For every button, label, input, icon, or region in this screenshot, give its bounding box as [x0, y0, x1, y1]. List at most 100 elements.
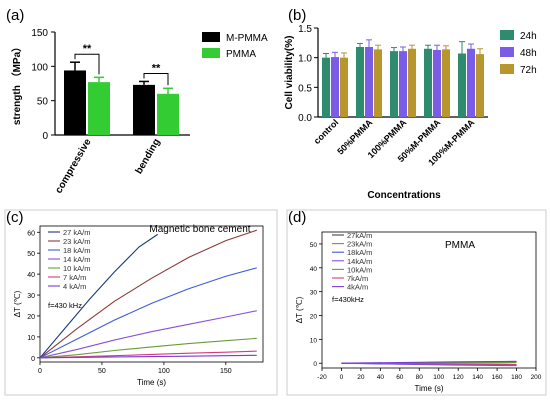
- legend-swatch: [500, 47, 514, 57]
- panel-label-c: (c): [6, 209, 24, 226]
- y-axis-label: strength （MPa）: [10, 42, 23, 125]
- chart-title: Magnetic bone cement: [149, 224, 250, 235]
- legend-label: 23kA/m: [347, 240, 372, 249]
- y-axis-label: ΔT (℃): [13, 290, 22, 317]
- y-tick-label: 150: [31, 28, 48, 39]
- legend-label: 7kA/m: [347, 274, 368, 283]
- x-tick-label: 0: [340, 374, 344, 381]
- bar-48h: [399, 51, 407, 117]
- significance-bracket: [143, 72, 169, 86]
- y-tick-label: 50: [37, 97, 49, 108]
- legend-label: 14 kA/m: [63, 255, 91, 264]
- panel-label-a: (a): [6, 7, 24, 24]
- legend-label: 10kA/m: [347, 265, 372, 274]
- y-tick-label: 20: [27, 314, 35, 321]
- bar-48h: [331, 57, 339, 117]
- bar-72h: [408, 48, 416, 118]
- significance-label: **: [152, 62, 161, 74]
- x-axis-label: Concentrations: [367, 190, 441, 201]
- y-tick-label: 10: [310, 337, 318, 344]
- legend-label: 4kA/m: [347, 283, 368, 292]
- x-tick-label: 80: [416, 374, 424, 381]
- y-tick-label: 1.0: [298, 54, 312, 65]
- x-tick-label: 20: [357, 374, 365, 381]
- frequency-note: f=430kHz: [332, 295, 364, 304]
- legend-label: PMMA: [226, 49, 256, 60]
- legend-swatch: [500, 30, 514, 40]
- panel-d-frame: [286, 209, 547, 396]
- y-tick-label: 0.5: [298, 83, 312, 94]
- y-tick-label: 60: [27, 230, 35, 237]
- bar-24h: [390, 51, 398, 117]
- bar-pmma: [88, 82, 110, 135]
- bar-48h: [467, 48, 475, 118]
- bar-pmma: [157, 93, 179, 135]
- frequency-note: f=430 kHz: [48, 301, 82, 310]
- x-tick-label: 100: [158, 368, 170, 375]
- y-tick-label: 1.5: [298, 24, 312, 35]
- panel-label-d: (d): [288, 209, 306, 226]
- series-line: [39, 233, 159, 359]
- x-tick-label: 0: [38, 368, 42, 375]
- bar-24h: [424, 48, 432, 118]
- legend-swatch: [202, 48, 220, 58]
- y-tick-label: 50: [27, 251, 35, 258]
- bar-72h: [476, 54, 484, 117]
- legend-label: 18 kA/m: [63, 246, 91, 255]
- series-line: [341, 360, 517, 364]
- legend-label: 27 kA/m: [63, 228, 91, 237]
- legend-label: 23 kA/m: [63, 237, 91, 246]
- series-line: [39, 337, 257, 359]
- y-tick-label: 10: [27, 335, 35, 342]
- y-tick-label: 0.0: [298, 113, 312, 124]
- series-line: [39, 354, 257, 359]
- legend-swatch: [500, 64, 514, 74]
- y-tick-label: 0: [31, 356, 35, 363]
- legend-label: M-PMMA: [226, 33, 268, 44]
- x-tick-label: 160: [492, 374, 503, 381]
- y-tick-label: 100: [31, 62, 48, 73]
- y-tick-label: 40: [310, 266, 318, 273]
- bar-48h: [433, 49, 441, 117]
- y-tick-label: 50: [310, 242, 318, 249]
- x-tick-label: bending: [134, 137, 163, 176]
- legend-label: 72h: [520, 65, 537, 76]
- bar-24h: [322, 57, 330, 117]
- significance-label: **: [83, 43, 92, 55]
- y-tick-label: 30: [27, 293, 35, 300]
- legend-label: 4 kA/m: [63, 282, 86, 291]
- bar-48h: [365, 46, 373, 118]
- plot-frame: [39, 225, 264, 363]
- series-line: [39, 267, 257, 359]
- x-tick-label: 120: [453, 374, 464, 381]
- chart-c: 0 10 20 30 40 50 60 0 50 100 150 Time (s) ΔT (℃) Magn…: [13, 224, 264, 387]
- y-tick-label: 0: [313, 361, 317, 368]
- y-axis-label: ΔT (℃): [295, 296, 304, 323]
- legend-label: 7 kA/m: [63, 273, 86, 282]
- x-tick-label: 60: [396, 374, 404, 381]
- chart-a: 0 50 100 150 strength （MPa） compressive bendin…: [10, 28, 268, 195]
- x-tick-label: 40: [377, 374, 385, 381]
- x-tick-label: 50: [98, 368, 106, 375]
- legend-swatch: [202, 32, 220, 42]
- series-line: [39, 229, 257, 359]
- panel-label-b: (b): [288, 7, 306, 24]
- x-axis-label: Time (s): [137, 378, 166, 387]
- bar-m-pmma: [133, 84, 155, 135]
- x-tick-label: 180: [511, 374, 522, 381]
- x-tick-label: 140: [472, 374, 483, 381]
- bar-72h: [442, 49, 450, 117]
- significance-bracket: [74, 53, 100, 75]
- x-tick-label: compressive: [53, 137, 93, 196]
- legend-label: 14kA/m: [347, 257, 372, 266]
- panel-c-frame: [4, 209, 278, 396]
- y-tick-label: 30: [310, 290, 318, 297]
- bar-72h: [374, 49, 382, 117]
- legend-label: 10 kA/m: [63, 264, 91, 273]
- bar-72h: [340, 57, 348, 117]
- legend-label: 18kA/m: [347, 248, 372, 257]
- legend-label: 48h: [520, 48, 537, 59]
